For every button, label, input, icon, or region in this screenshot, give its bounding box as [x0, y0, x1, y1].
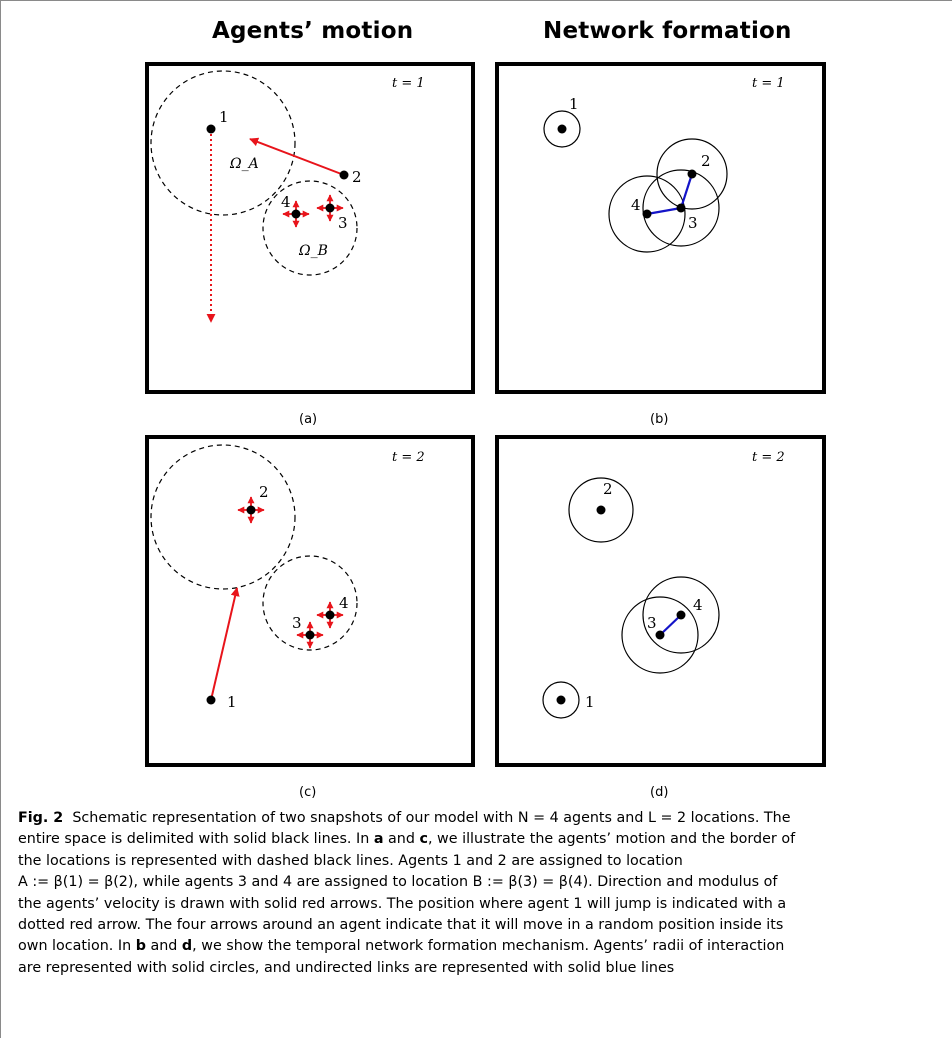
panel-b-radius-agent-3 — [642, 169, 720, 247]
panel-b-radius-agent-2 — [656, 138, 728, 210]
panel-d-agent-3 — [655, 630, 665, 640]
caption-text-line-7c: and — [145, 938, 182, 955]
caption-text-line-2c: and — [383, 831, 420, 848]
column-title-network-formation: Network formation — [543, 18, 792, 44]
caption-text-line-7a: own location. In — [18, 938, 136, 955]
column-title-agents-motion: Agents’ motion — [212, 18, 414, 44]
panel-b-agent-4-label: 4 — [631, 196, 641, 214]
caption-ref-d: d — [181, 938, 193, 955]
panel-a-location-A-border — [150, 70, 296, 216]
panel-c-velocity-arrow-agent-1 — [210, 587, 240, 701]
caption-ref-a: a — [373, 831, 384, 848]
panel-b: t = 1 1 2 3 4 — [495, 62, 826, 394]
panel-a-agent-4-label: 4 — [281, 193, 291, 211]
panel-a-agent-3 — [325, 203, 335, 213]
panel-b-link-3-4 — [646, 206, 682, 216]
caption-ref-c: c — [419, 831, 428, 848]
panel-b-agent-3 — [676, 203, 686, 213]
panel-a-agent-1-label: 1 — [219, 108, 229, 126]
panel-c-agent-3-label: 3 — [292, 614, 302, 632]
caption-text-line-7e: , we show the temporal network formation… — [192, 938, 785, 955]
caption-text-line-2e: , we illustrate the agents’ motion and t… — [427, 831, 796, 848]
caption-line-5: the agents’ velocity is drawn with solid… — [18, 895, 787, 912]
panel-d-time-label: t = 2 — [752, 450, 785, 465]
panel-c-location-B-border — [262, 555, 358, 651]
figure-caption: Fig. 2 Schematic representation of two s… — [18, 808, 944, 979]
panel-a-label: (a) — [299, 412, 318, 427]
caption-line-4: A := β(1) = β(2), while agents 3 and 4 a… — [18, 874, 778, 891]
figure-panels: t = 1 Ω_A Ω_B 1 2 3 4 t = — [145, 62, 826, 767]
panel-a-agent-2 — [339, 170, 349, 180]
caption-line-1: Fig. 2 Schematic representation of two s… — [18, 808, 944, 829]
panel-c-agent-1-label: 1 — [227, 693, 237, 711]
caption-ref-b: b — [135, 938, 146, 955]
caption-line-7: own location. In b and d, we show the te… — [18, 936, 944, 957]
panel-b-label: (b) — [650, 412, 669, 427]
caption-line-2: entire space is delimited with solid bla… — [18, 829, 944, 850]
panel-c-agent-4-label: 4 — [339, 594, 349, 612]
panel-d-agent-4-label: 4 — [693, 596, 703, 614]
panel-d-radius-agent-4 — [642, 576, 720, 654]
panel-b-radius-agent-4 — [608, 175, 686, 253]
caption-text-line-1: Schematic representation of two snapshot… — [72, 810, 791, 826]
panel-b-link-2-3 — [679, 173, 694, 209]
panel-a-velocity-arrow-agent-2 — [249, 137, 345, 176]
panel-a-agent-1 — [206, 124, 216, 134]
panel-a-space-border — [145, 62, 475, 394]
caption-fig-label: Fig. 2 — [18, 810, 64, 826]
panel-d: t = 2 1 2 3 4 — [495, 435, 826, 767]
panel-a-location-B-label: Ω_B — [298, 243, 328, 259]
panel-c-agent-2 — [246, 505, 256, 515]
panel-c-agent-2-label: 2 — [259, 483, 269, 501]
panel-b-radius-agent-1 — [543, 110, 581, 148]
panel-a-agent-3-label: 3 — [338, 214, 348, 232]
panel-c-time-label: t = 2 — [392, 450, 425, 465]
panel-c-location-A-border — [150, 444, 296, 590]
panel-d-agent-1-label: 1 — [585, 693, 595, 711]
panel-a-location-A-label: Ω_A — [229, 156, 259, 172]
panel-b-agent-2 — [687, 169, 697, 179]
panel-d-agent-1 — [556, 695, 566, 705]
panel-d-agent-4 — [676, 610, 686, 620]
panel-a-agent-4 — [291, 209, 301, 219]
panel-a-location-B-border — [262, 180, 358, 276]
panel-b-agent-1 — [557, 124, 567, 134]
frame-left-rule — [0, 0, 1, 1038]
panel-a-agent-2-label: 2 — [352, 168, 362, 186]
panel-d-label: (d) — [650, 785, 669, 800]
panel-d-agent-2 — [596, 505, 606, 515]
caption-line-6: dotted red arrow. The four arrows around… — [18, 917, 784, 934]
panel-d-radius-agent-1 — [542, 681, 580, 719]
panel-d-radius-agent-2 — [568, 477, 634, 543]
panel-d-agent-3-label: 3 — [647, 614, 657, 632]
panel-d-radius-agent-3 — [621, 596, 699, 674]
caption-line-8: are represented with solid circles, and … — [18, 959, 675, 976]
panel-b-agent-4 — [642, 209, 652, 219]
caption-text-line-2a: entire space is delimited with solid bla… — [18, 831, 374, 848]
frame-top-rule — [0, 0, 952, 1]
panel-a-time-label: t = 1 — [392, 76, 425, 91]
panel-c-label: (c) — [299, 785, 317, 800]
panel-b-agent-1-label: 1 — [569, 95, 579, 113]
panel-d-agent-2-label: 2 — [603, 480, 613, 498]
panel-b-agent-3-label: 3 — [688, 214, 698, 232]
panel-c-space-border — [145, 435, 475, 767]
panel-c-agent-4 — [325, 610, 335, 620]
panel-d-space-border — [495, 435, 826, 767]
panel-b-time-label: t = 1 — [752, 76, 785, 91]
panel-d-link-3-4 — [659, 614, 682, 636]
caption-line-3: the locations is represented with dashed… — [18, 852, 683, 869]
panel-c: t = 2 1 2 3 4 — [145, 435, 475, 767]
panel-b-agent-2-label: 2 — [701, 152, 711, 170]
panel-b-space-border — [495, 62, 826, 394]
panel-a: t = 1 Ω_A Ω_B 1 2 3 4 — [145, 62, 475, 394]
panel-c-agent-1 — [206, 695, 216, 705]
panel-c-agent-3 — [305, 630, 315, 640]
